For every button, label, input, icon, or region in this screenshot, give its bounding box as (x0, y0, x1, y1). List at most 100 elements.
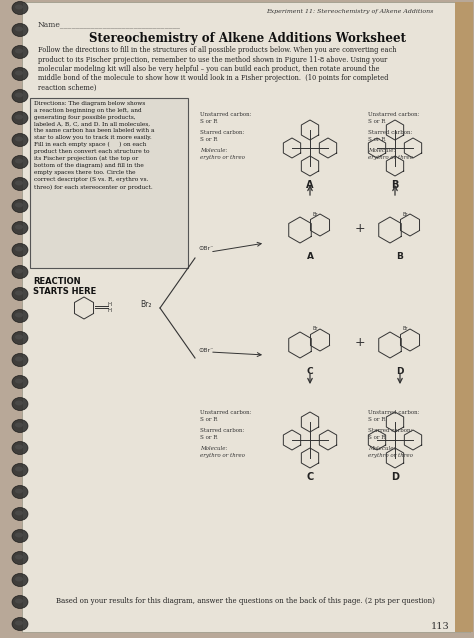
Ellipse shape (12, 89, 28, 103)
Ellipse shape (15, 401, 23, 406)
Ellipse shape (15, 93, 23, 98)
Text: Starred carbon:
S or R: Starred carbon: S or R (200, 130, 245, 142)
Ellipse shape (15, 313, 23, 318)
Text: A: A (306, 180, 314, 190)
Text: Stereochemistry of Alkene Additions Worksheet: Stereochemistry of Alkene Additions Work… (90, 32, 407, 45)
Text: 113: 113 (430, 622, 449, 631)
Text: Molecule:
erythro or threo: Molecule: erythro or threo (368, 148, 413, 160)
Ellipse shape (15, 137, 23, 142)
Ellipse shape (12, 68, 28, 80)
Text: B: B (392, 180, 399, 190)
Text: H: H (108, 302, 112, 306)
Ellipse shape (15, 334, 23, 339)
Ellipse shape (12, 463, 28, 477)
Text: ⊙Br⁻: ⊙Br⁻ (198, 246, 213, 251)
Ellipse shape (15, 269, 23, 274)
Ellipse shape (15, 290, 23, 295)
Ellipse shape (15, 466, 23, 471)
Text: C: C (306, 472, 314, 482)
Text: Directions: The diagram below shows
a reaction beginning on the left, and
genera: Directions: The diagram below shows a re… (34, 101, 155, 189)
Text: +: + (355, 336, 365, 350)
Ellipse shape (12, 265, 28, 279)
Text: B: B (397, 252, 403, 261)
Ellipse shape (12, 177, 28, 191)
Text: middle bond of the molecule to show how it would look in a Fisher projection.  (: middle bond of the molecule to show how … (38, 75, 388, 82)
Ellipse shape (15, 225, 23, 230)
Text: Br: Br (312, 327, 318, 332)
Text: Br: Br (312, 212, 318, 216)
Ellipse shape (12, 486, 28, 498)
Ellipse shape (15, 246, 23, 251)
Text: Molecule:
erythro or threo: Molecule: erythro or threo (200, 148, 245, 160)
Ellipse shape (15, 489, 23, 494)
Text: Name_______________________________: Name_______________________________ (38, 20, 181, 28)
Ellipse shape (15, 4, 23, 10)
Text: Follow the directions to fill in the structures of all possible products below. : Follow the directions to fill in the str… (38, 46, 396, 54)
Ellipse shape (12, 288, 28, 300)
Ellipse shape (15, 598, 23, 604)
Text: Br₂: Br₂ (140, 300, 152, 309)
Text: Molecule:
erythro or threo: Molecule: erythro or threo (368, 446, 413, 457)
Text: H: H (108, 308, 112, 313)
Text: Based on your results for this diagram, answer the questions on the back of this: Based on your results for this diagram, … (55, 597, 435, 605)
Bar (455, 2, 473, 632)
Ellipse shape (12, 507, 28, 521)
Ellipse shape (15, 554, 23, 560)
Ellipse shape (15, 577, 23, 581)
Ellipse shape (15, 422, 23, 427)
Bar (30, 98, 188, 268)
Text: Unstarred carbon:
S or R: Unstarred carbon: S or R (200, 410, 252, 422)
Ellipse shape (15, 445, 23, 450)
Ellipse shape (12, 133, 28, 147)
Ellipse shape (12, 112, 28, 124)
Ellipse shape (12, 221, 28, 235)
Text: ⊙Br⁻: ⊙Br⁻ (198, 348, 213, 353)
Text: Unstarred carbon:
S or R: Unstarred carbon: S or R (200, 112, 252, 124)
Ellipse shape (12, 574, 28, 586)
Ellipse shape (15, 71, 23, 75)
Ellipse shape (12, 156, 28, 168)
Text: Starred carbon:
S or R: Starred carbon: S or R (368, 130, 412, 142)
Ellipse shape (15, 48, 23, 54)
Text: D: D (396, 367, 404, 376)
Ellipse shape (12, 309, 28, 322)
Ellipse shape (12, 618, 28, 630)
Ellipse shape (15, 202, 23, 207)
Ellipse shape (12, 24, 28, 36)
Ellipse shape (12, 420, 28, 433)
Ellipse shape (15, 621, 23, 625)
Ellipse shape (12, 353, 28, 366)
Text: +: + (355, 221, 365, 235)
Text: Br: Br (402, 327, 408, 332)
Ellipse shape (15, 27, 23, 31)
Ellipse shape (12, 530, 28, 542)
Text: Unstarred carbon:
S or R: Unstarred carbon: S or R (368, 410, 419, 422)
Text: Experiment 11: Stereochemistry of Alkene Additions: Experiment 11: Stereochemistry of Alkene… (266, 9, 434, 14)
Ellipse shape (15, 181, 23, 186)
Text: REACTION
STARTS HERE: REACTION STARTS HERE (33, 277, 96, 297)
Ellipse shape (12, 551, 28, 565)
Ellipse shape (15, 114, 23, 119)
Ellipse shape (12, 376, 28, 389)
Ellipse shape (15, 158, 23, 163)
Ellipse shape (15, 357, 23, 362)
Text: C: C (307, 367, 313, 376)
Text: Br: Br (402, 212, 408, 216)
Ellipse shape (12, 332, 28, 345)
Ellipse shape (12, 595, 28, 609)
Text: Starred carbon:
S or R: Starred carbon: S or R (200, 428, 245, 440)
Text: Molecule:
erythro or threo: Molecule: erythro or threo (200, 446, 245, 457)
Ellipse shape (12, 397, 28, 410)
Ellipse shape (15, 533, 23, 537)
Text: reaction scheme): reaction scheme) (38, 84, 97, 92)
Text: Unstarred carbon:
S or R: Unstarred carbon: S or R (368, 112, 419, 124)
Text: Starred carbon:
S or R: Starred carbon: S or R (368, 428, 412, 440)
Ellipse shape (15, 378, 23, 383)
Ellipse shape (12, 244, 28, 256)
Text: A: A (307, 252, 313, 261)
Ellipse shape (12, 1, 28, 15)
Ellipse shape (12, 441, 28, 454)
Ellipse shape (15, 510, 23, 516)
Text: product to its Fischer projection, remember to use the method shown in Figure 11: product to its Fischer projection, remem… (38, 56, 387, 64)
Text: molecular modeling kit will also be very helpful – you can build each product, t: molecular modeling kit will also be very… (38, 65, 380, 73)
